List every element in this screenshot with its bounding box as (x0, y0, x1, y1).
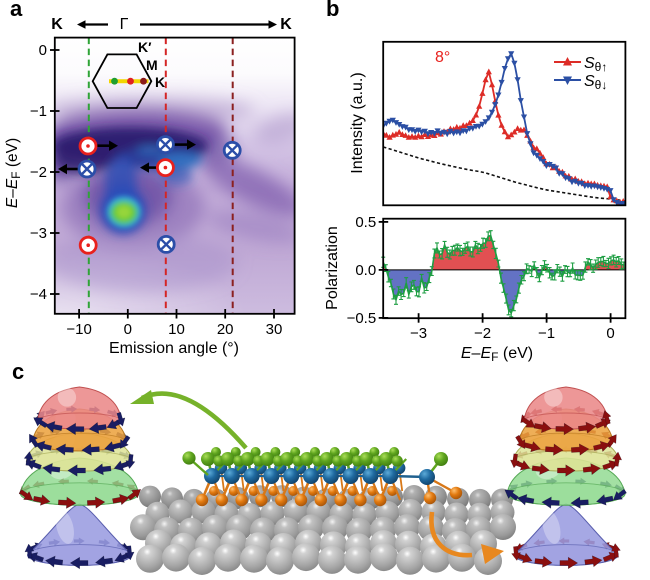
svg-text:K: K (51, 16, 63, 33)
svg-text:0.0: 0.0 (355, 262, 376, 279)
svg-text:−2: −2 (474, 325, 491, 342)
svg-text:−10: −10 (66, 321, 91, 338)
svg-text:−3: −3 (410, 325, 427, 342)
svg-text:−1: −1 (30, 103, 47, 120)
svg-text:E–EF (eV): E–EF (eV) (4, 138, 23, 208)
svg-text:K: K (155, 74, 165, 90)
svg-text:K′: K′ (138, 39, 152, 55)
svg-text:a: a (10, 0, 23, 21)
svg-text:0: 0 (39, 42, 47, 59)
svg-text:Emission angle (°): Emission angle (°) (109, 340, 239, 357)
svg-text:0: 0 (124, 321, 132, 338)
svg-text:10: 10 (168, 321, 185, 338)
svg-text:30: 30 (266, 321, 283, 338)
svg-text:−4: −4 (30, 286, 47, 303)
svg-text:−3: −3 (30, 225, 47, 242)
svg-text:c: c (12, 359, 24, 384)
svg-text:Sθ↑: Sθ↑ (584, 55, 607, 74)
svg-text:Intensity (a.u.): Intensity (a.u.) (349, 72, 366, 173)
svg-text:0: 0 (606, 325, 614, 342)
svg-text:−0.5: −0.5 (347, 310, 377, 327)
svg-text:Γ: Γ (120, 16, 129, 33)
svg-text:Sθ↓: Sθ↓ (584, 73, 607, 92)
svg-text:Polarization: Polarization (324, 226, 341, 310)
svg-text:0.5: 0.5 (355, 214, 376, 231)
svg-text:8°: 8° (435, 49, 450, 66)
svg-text:20: 20 (217, 321, 234, 338)
svg-text:K: K (280, 16, 292, 33)
svg-text:M: M (146, 57, 158, 73)
svg-text:−1: −1 (538, 325, 555, 342)
svg-text:b: b (326, 0, 339, 21)
svg-text:E–EF (eV): E–EF (eV) (461, 345, 533, 364)
svg-text:−2: −2 (30, 164, 47, 181)
